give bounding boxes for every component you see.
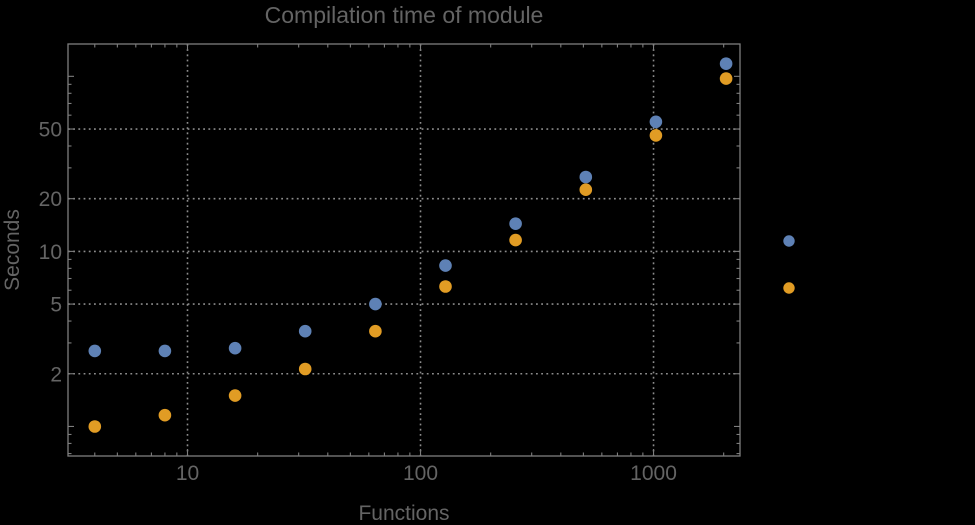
y-tick-label: 10 [39, 241, 62, 264]
legend-marker-series-2-orange [783, 282, 795, 294]
series-series-2-orange [88, 72, 733, 433]
data-point [509, 217, 522, 230]
frame-rect [67, 43, 741, 457]
data-point [579, 183, 593, 196]
y-tick-label: 50 [39, 119, 62, 142]
data-point [649, 115, 663, 129]
x-tick-label: 100 [403, 462, 438, 485]
legend-markers [783, 235, 795, 294]
axis-ticks [68, 44, 740, 456]
data-point [88, 420, 102, 433]
data-point [369, 324, 382, 338]
chart-title: Compilation time of module [264, 2, 544, 28]
x-tick-label: 1000 [630, 462, 677, 485]
data-point [228, 389, 242, 402]
data-point [158, 408, 172, 422]
data-point [509, 233, 522, 247]
x-axis-label: Functions [358, 502, 450, 525]
data-points [88, 57, 733, 433]
grid-lines [68, 44, 740, 456]
y-axis-label: Seconds [1, 209, 24, 291]
data-point [298, 324, 312, 338]
x-tick-label: 10 [176, 462, 199, 485]
data-point [439, 280, 452, 293]
data-point [369, 297, 382, 311]
plot-frame [67, 43, 741, 457]
data-point [719, 57, 733, 70]
data-point [439, 259, 452, 272]
data-point [298, 362, 312, 376]
data-point [228, 341, 242, 355]
data-point [88, 344, 102, 358]
data-point [719, 72, 733, 85]
y-tick-label: 2 [50, 363, 62, 386]
data-point [649, 129, 663, 142]
legend-marker-series-1-blue [783, 235, 795, 247]
series-series-1-blue [88, 57, 733, 358]
y-tick-label: 20 [39, 188, 62, 211]
data-point [579, 170, 593, 184]
y-tick-label: 5 [50, 294, 62, 317]
data-point [158, 344, 172, 358]
tick-labels: 10 100 1000 2 5 10 20 50 [39, 119, 677, 485]
